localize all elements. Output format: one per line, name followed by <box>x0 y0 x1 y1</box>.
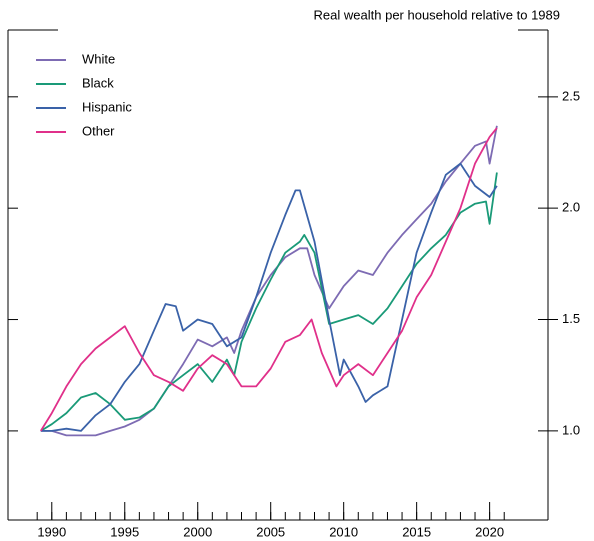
x-tick-label: 1990 <box>37 524 66 539</box>
legend-label: White <box>82 51 115 66</box>
line-series <box>40 125 498 437</box>
x-tick-label: 2020 <box>475 524 504 539</box>
chart-title: Real wealth per household relative to 19… <box>314 7 560 22</box>
x-tick-label: 1995 <box>110 524 139 539</box>
line-series <box>40 172 498 432</box>
legend-label: Other <box>82 123 115 138</box>
line-series <box>40 162 498 432</box>
y-tick-label: 2.5 <box>562 88 580 103</box>
x-tick-label: 2000 <box>183 524 212 539</box>
x-tick-label: 2015 <box>402 524 431 539</box>
y-tick-label: 1.5 <box>562 311 580 326</box>
line-series <box>40 127 498 432</box>
y-tick-label: 1.0 <box>562 422 580 437</box>
y-tick-label: 2.0 <box>562 200 580 215</box>
legend-label: Hispanic <box>82 99 132 114</box>
x-tick-label: 2005 <box>256 524 285 539</box>
legend-label: Black <box>82 75 114 90</box>
x-tick-label: 2010 <box>329 524 358 539</box>
